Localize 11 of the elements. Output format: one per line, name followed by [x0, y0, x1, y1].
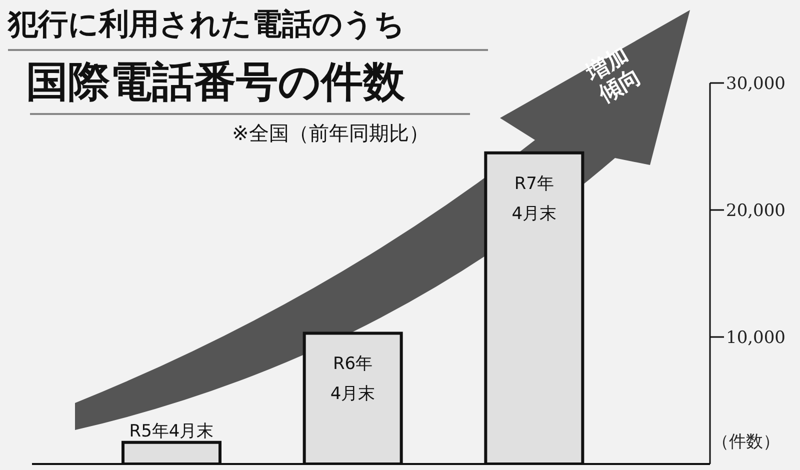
x-tick-label: R6年4月末 — [330, 354, 376, 404]
y-tick-label: 20,000 — [726, 201, 786, 222]
y-axis-title: （件数） — [712, 431, 780, 453]
x-tick-label: R7年4月末 — [512, 174, 557, 224]
annotation: 増加傾向 — [581, 41, 647, 110]
annotation: ※全国（前年同期比） — [232, 120, 429, 147]
chart-title: 国際電話番号の件数 — [26, 56, 405, 108]
x-tick-label: R5年4月末 — [129, 421, 214, 442]
y-tick-label: 10,000 — [726, 328, 786, 348]
chart-subtitle: 犯行に利用された電話のうち — [8, 6, 405, 44]
y-tick-label: 30,000 — [726, 74, 786, 94]
